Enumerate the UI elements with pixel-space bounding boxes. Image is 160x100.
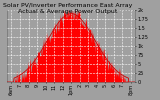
Text: Solar PV/Inverter Performance East Array Actual & Average Power Output: Solar PV/Inverter Performance East Array…	[3, 3, 132, 14]
